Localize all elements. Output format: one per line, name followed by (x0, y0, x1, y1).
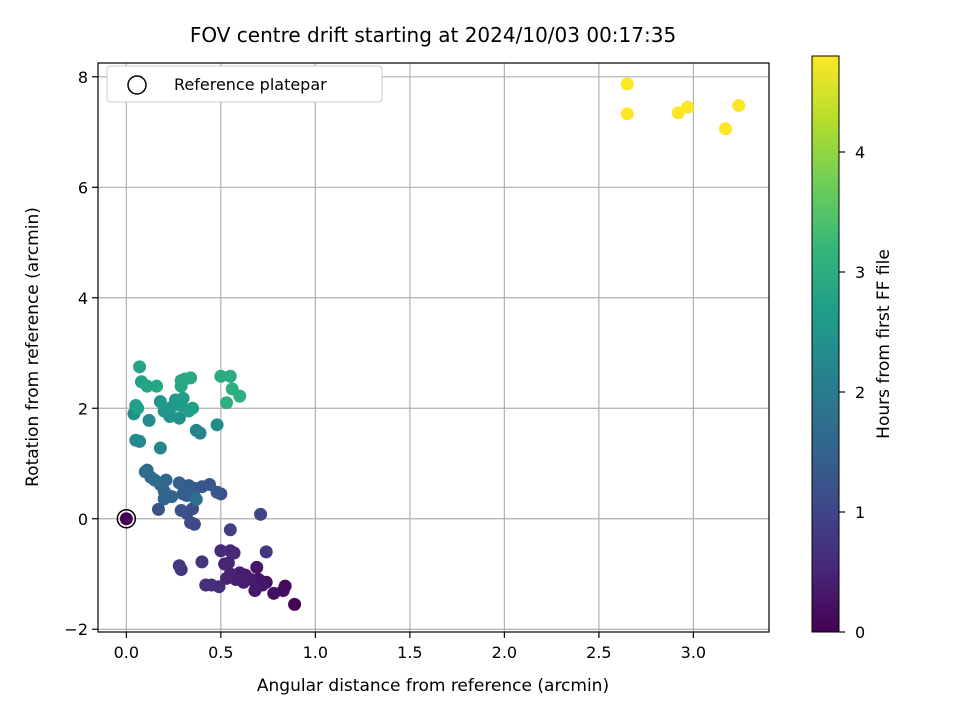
data-point (138, 465, 152, 479)
data-point (189, 492, 203, 506)
colorbar-tick-label: 1 (855, 503, 865, 522)
data-point (174, 503, 188, 517)
colorbar-tick-label: 2 (855, 383, 865, 402)
data-point (195, 555, 209, 569)
data-point (214, 369, 228, 383)
data-point (142, 413, 156, 427)
data-point (172, 559, 186, 573)
x-tick-label: 1.0 (303, 643, 328, 662)
data-point (719, 122, 733, 136)
y-axis-label: Rotation from reference (arcmin) (23, 207, 43, 487)
data-point (184, 371, 198, 385)
data-point (254, 507, 268, 521)
data-point (671, 106, 685, 120)
reference-point (116, 509, 137, 529)
data-point (199, 578, 213, 592)
legend-entry-reference: Reference platepar (174, 75, 327, 94)
data-point (233, 389, 247, 403)
plot-frame (97, 62, 770, 633)
y-tick-label: 8 (78, 68, 88, 87)
data-point (681, 100, 695, 114)
data-point (210, 418, 224, 432)
data-point (176, 391, 190, 405)
data-point (153, 441, 167, 455)
data-point (288, 597, 302, 611)
data-point (220, 571, 234, 585)
data-point (250, 560, 264, 574)
data-point (189, 423, 203, 437)
grid (98, 63, 769, 632)
data-point (223, 544, 237, 558)
reference-point-fill (119, 512, 133, 526)
data-point (151, 502, 165, 516)
legend-marker (127, 75, 147, 95)
data-point (153, 395, 167, 409)
y-axis: −2 0 2 4 6 8 (64, 68, 98, 639)
data-point (259, 545, 273, 559)
x-axis-label: Angular distance from reference (arcmin) (257, 676, 609, 696)
data-point (620, 77, 634, 91)
x-axis: 0.0 0.5 1.0 1.5 2.0 2.5 3.0 (114, 632, 706, 662)
data-point (140, 379, 154, 393)
y-tick-label: 6 (78, 178, 88, 197)
data-point (131, 401, 145, 415)
data-point (220, 396, 234, 410)
x-tick-label: 2.5 (586, 643, 611, 662)
colorbar (811, 55, 840, 633)
data-point (732, 99, 746, 113)
x-tick-label: 0.0 (114, 643, 139, 662)
reference-marker (116, 509, 137, 529)
legend-box (106, 65, 383, 103)
chart-title: FOV centre drift starting at 2024/10/03 … (190, 23, 676, 47)
data-point (150, 379, 164, 393)
data-point (248, 584, 262, 598)
data-point (221, 556, 235, 570)
x-tick-label: 1.5 (397, 643, 422, 662)
data-point (176, 487, 190, 501)
scatter-points (119, 77, 746, 611)
data-point (267, 586, 281, 600)
x-tick-label: 3.0 (681, 643, 706, 662)
data-point (133, 360, 147, 374)
data-point (620, 107, 634, 121)
colorbar-ticks: 0 1 2 3 4 (839, 143, 865, 642)
colorbar-label: Hours from first FF file (874, 249, 894, 439)
data-point (214, 544, 228, 558)
data-point (223, 369, 237, 383)
y-tick-label: 4 (78, 289, 88, 308)
data-point (223, 523, 237, 537)
x-tick-label: 2.0 (492, 643, 517, 662)
data-point (172, 476, 186, 490)
y-tick-label: −2 (64, 620, 88, 639)
colorbar-tick-label: 4 (855, 143, 865, 162)
data-point (186, 401, 200, 415)
y-tick-label: 0 (78, 510, 88, 529)
data-point (159, 473, 173, 487)
legend: Reference platepar (106, 65, 383, 103)
colorbar-tick-label: 3 (855, 263, 865, 282)
x-tick-label: 0.5 (208, 643, 233, 662)
colorbar-tick-label: 0 (855, 623, 865, 642)
y-tick-label: 2 (78, 399, 88, 418)
data-point (129, 433, 143, 447)
